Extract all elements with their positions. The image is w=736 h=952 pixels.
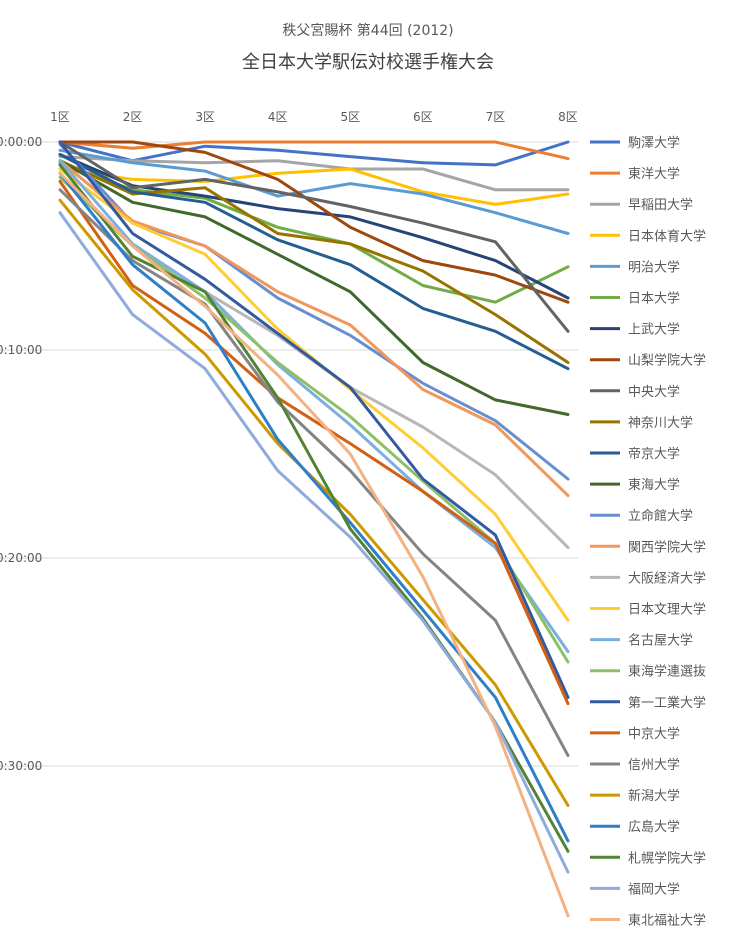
x-tick-label: 1区 [50,110,70,124]
series-line [58,211,570,874]
legend-label: 中京大学 [628,726,680,742]
legend-label: 札幌学院大学 [628,850,706,866]
legend-label: 東海学連選抜 [628,664,706,680]
series-line [58,159,570,498]
series-line [58,171,570,918]
legend-label: 神奈川大学 [628,415,693,431]
series-line [58,159,570,416]
legend-label: 東北福祉大学 [628,913,706,929]
y-tick-label: 0:00:00 [0,135,42,149]
legend-label: 東海大学 [628,477,680,493]
legend-label: 関西学院大学 [628,539,706,555]
y-tick-label: 0:10:00 [0,343,42,357]
chart-title: 全日本大学駅伝対校選手権大会 [242,52,494,73]
legend-label: 信州大学 [628,757,680,773]
legend-label: 大阪経済大学 [628,570,706,586]
series-line [58,180,570,706]
x-tick-label: 7区 [486,110,506,124]
legend-label: 早稲田大学 [628,197,693,213]
series-line [58,171,570,843]
legend-label: 山梨学院大学 [628,353,706,369]
chart-subtitle: 秩父宮賜杯 第44回 (2012) [282,23,454,39]
legend-label: 日本体育大学 [628,228,706,244]
x-tick-label: 2区 [123,110,143,124]
series-line [58,167,570,206]
series-line [58,140,570,333]
series-line [58,148,570,235]
legend-label: 東洋大学 [628,166,680,182]
legend-label: 福岡大学 [628,881,680,897]
legend-label: 広島大学 [628,819,680,835]
x-tick-label: 4区 [268,110,288,124]
legend-label: 駒澤大学 [628,135,680,151]
series-line [58,159,570,654]
legend-label: 新潟大学 [628,788,680,804]
series-line [58,155,570,192]
series-line [58,140,570,167]
y-tick-label: 0:30:00 [0,759,42,773]
x-tick-label: 3区 [195,110,215,124]
y-tick-label: 0:20:00 [0,551,42,565]
legend-label: 第一工業大学 [628,695,706,711]
series-line [58,188,570,758]
legend-label: 名古屋大学 [628,633,693,649]
series-line [58,161,570,304]
legend-label: 日本大学 [628,291,680,307]
legend-label: 中央大学 [628,384,680,400]
series-line [58,153,570,371]
legend-label: 明治大学 [628,259,680,275]
legend-label: 日本文理大学 [628,602,706,618]
series-line [58,140,570,699]
series-line [58,140,570,304]
legend-label: 帝京大学 [628,446,680,462]
x-tick-label: 5区 [340,110,360,124]
legend-label: 立命館大学 [628,508,693,524]
series-line [58,140,570,161]
x-tick-label: 8区 [558,110,578,124]
legend-label: 上武大学 [628,322,680,338]
x-tick-label: 6区 [413,110,433,124]
